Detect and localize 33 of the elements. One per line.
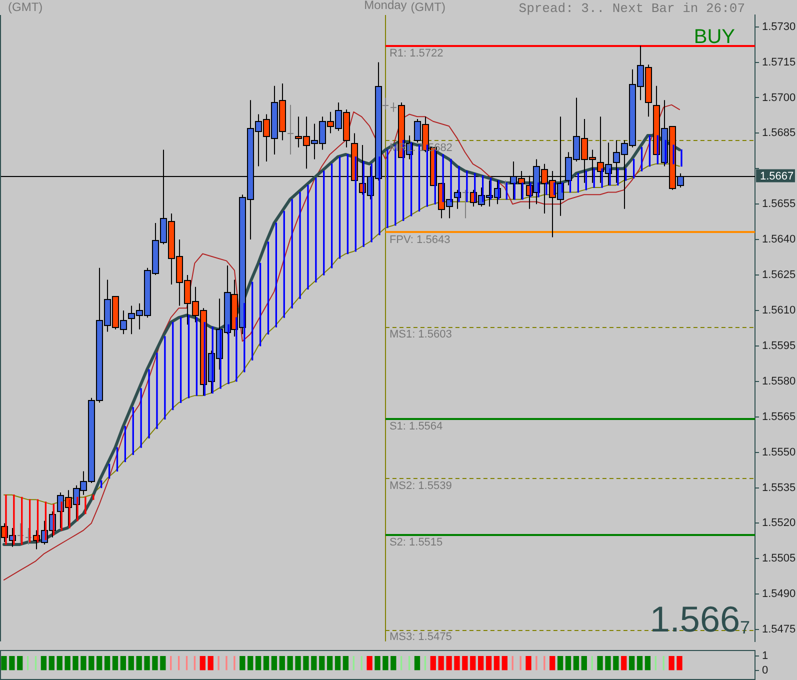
- y-tick-label: 1.5730: [762, 20, 796, 33]
- y-tick-label: 1.5715: [762, 56, 796, 68]
- ref-line-label: FPV: 1.5643: [389, 234, 450, 246]
- ref-line-label: MS1: 1.5603: [389, 328, 452, 341]
- ref-line-label: MS2: 1.5539: [389, 480, 452, 492]
- y-tick-label: 1.5595: [762, 340, 796, 352]
- y-tick-label: 1.5655: [762, 198, 796, 210]
- ref-line-label: R1: 1.5722: [389, 47, 444, 60]
- y-tick-label: 1.5610: [762, 304, 796, 317]
- y-tick-label: 1.5625: [762, 269, 796, 282]
- y-tick-label: 1.5505: [762, 552, 796, 565]
- ref-line-label: MS3: 1.5475: [389, 631, 452, 644]
- y-tick-label: 1.5475: [762, 624, 796, 636]
- x-tick-label: Monday: [364, 0, 407, 12]
- annotation: BUY: [694, 26, 735, 48]
- y-tick-label: 1: [762, 650, 768, 662]
- ref-line-label: S2: 1.5515: [389, 536, 443, 549]
- annotation: 1.5667: [650, 598, 750, 640]
- text: (GMT): [410, 0, 446, 14]
- y-tick-label: 1.5490: [762, 588, 796, 600]
- annotation: Spread: 3.. Next Bar in 26:07: [518, 1, 746, 16]
- y-tick-label: 1.5535: [762, 482, 796, 494]
- y-tick-label: 0: [762, 664, 768, 676]
- y-tick-label: 1.5700: [762, 92, 796, 104]
- ref-line-label: 1.5667: [760, 170, 794, 182]
- text: (GMT): [8, 0, 43, 14]
- y-tick-label: 1.5580: [762, 375, 796, 388]
- y-tick-label: 1.5550: [762, 446, 796, 458]
- y-tick-label: 1.5565: [762, 410, 796, 423]
- ref-line-label: S1: 1.5564: [389, 420, 443, 433]
- y-tick-label: 1.5520: [762, 517, 796, 530]
- y-tick-label: 1.5685: [762, 127, 796, 140]
- y-tick-label: 1.5640: [762, 234, 796, 246]
